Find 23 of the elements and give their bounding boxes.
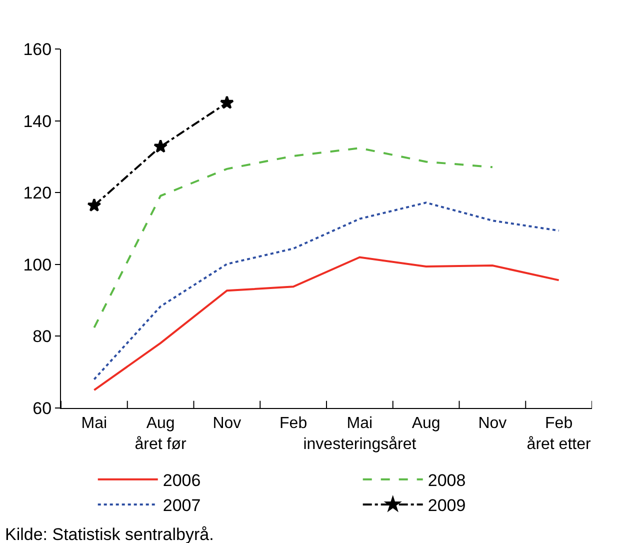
legend-label: 2008 [428, 471, 466, 490]
line-series [93, 256, 560, 392]
x-tick-label: Nov [212, 415, 242, 432]
y-tick-label: 140 [23, 112, 52, 131]
y-tick-label: 60 [32, 398, 52, 418]
y-tick-label: 100 [23, 255, 52, 274]
line-series [93, 202, 560, 380]
x-tick-label: Feb året etter [526, 415, 592, 453]
line-series [93, 147, 494, 329]
y-tick-label: 120 [23, 184, 52, 203]
legend-label: 2007 [162, 496, 201, 516]
legend-label: 2009 [428, 496, 466, 516]
y-tick-label: 80 [32, 327, 52, 346]
x-tick-label: Aug året før [134, 415, 188, 453]
point [154, 139, 168, 153]
legend-label: 2006 [162, 471, 201, 490]
x-tick-label: Aug [412, 415, 440, 432]
point [87, 198, 102, 212]
x-tick-label: Nov [478, 415, 507, 432]
x-tick-label: Feb [280, 415, 308, 432]
point [220, 96, 234, 109]
y-tick-label: 160 [23, 40, 52, 59]
x-tick-label: Mai [81, 415, 108, 432]
